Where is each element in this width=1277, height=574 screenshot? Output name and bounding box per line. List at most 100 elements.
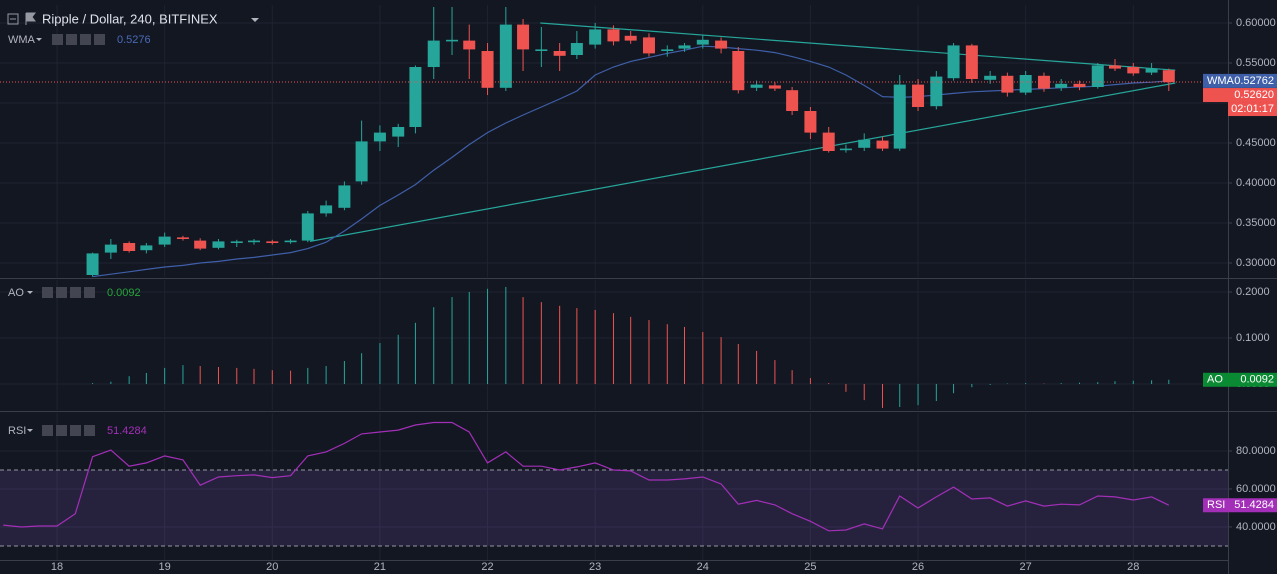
candle-body <box>589 29 602 45</box>
y-tick-label: 0.45000 <box>1236 137 1276 149</box>
x-tick-label: 19 <box>159 561 171 573</box>
candle-body <box>446 39 459 42</box>
candle-body <box>517 24 530 50</box>
price-tag-value: 0.52762 <box>1234 75 1274 87</box>
flag-icon[interactable] <box>25 12 36 25</box>
candle-body <box>715 40 728 49</box>
x-tick-label: 21 <box>374 561 386 573</box>
y-tick-label: 60.0000 <box>1236 483 1276 495</box>
candle-body <box>768 85 781 89</box>
eye-button[interactable] <box>42 287 53 298</box>
candle-body <box>984 75 997 80</box>
candle-body <box>624 35 637 41</box>
settings-button[interactable] <box>56 425 67 436</box>
candle-body <box>607 29 620 42</box>
remove-button[interactable] <box>84 287 95 298</box>
x-tick-label: 23 <box>589 561 601 573</box>
price-tag <box>1203 372 1277 387</box>
candle-body <box>570 43 583 55</box>
price-tag-value: 0.0092 <box>1240 374 1274 386</box>
countdown-tag <box>1228 102 1277 117</box>
candle-body <box>266 241 279 243</box>
price-pane <box>0 7 1228 277</box>
price-tag-name: WMA <box>1207 75 1235 87</box>
countdown: 02:01:17 <box>1231 103 1274 115</box>
y-tick-label: 0.35000 <box>1236 217 1276 229</box>
candle-body <box>1001 75 1014 93</box>
dropdown-caret[interactable] <box>36 38 42 41</box>
trendline <box>309 82 1176 242</box>
x-tick-label: 22 <box>481 561 493 573</box>
rsi-pane <box>0 421 1228 547</box>
eye-button[interactable] <box>42 425 53 436</box>
trendline <box>540 22 1176 71</box>
price-tag-value: 51.4284 <box>1234 499 1274 511</box>
candle-body <box>696 39 709 45</box>
rsi-band <box>0 469 1228 546</box>
price-tag <box>1203 73 1277 88</box>
candle-body <box>535 49 548 51</box>
candle-body <box>194 240 207 249</box>
candle-body <box>499 24 512 88</box>
add-button[interactable] <box>70 287 81 298</box>
chart-title: Ripple / Dollar, 240, BITFINEX <box>42 11 218 26</box>
candle-body <box>104 244 117 253</box>
add-button[interactable] <box>70 425 81 436</box>
candle-body <box>1145 68 1158 73</box>
indicator-value: 51.4284 <box>107 425 147 437</box>
y-tick-label: 40.0000 <box>1236 521 1276 533</box>
candle-body <box>947 45 960 79</box>
rsi-line <box>3 421 1170 532</box>
candle-body <box>642 37 655 54</box>
eye-button[interactable] <box>52 34 63 45</box>
price-tag-name: AO <box>1207 374 1223 386</box>
candle-body <box>661 49 674 51</box>
add-button[interactable] <box>80 34 91 45</box>
candle-body <box>140 245 153 251</box>
x-tick-label: 24 <box>697 561 709 573</box>
remove-button[interactable] <box>94 34 105 45</box>
y-tick-label: 0.2000 <box>1236 286 1270 298</box>
indicator-name: RSI <box>8 425 26 437</box>
indicator-name: AO <box>8 287 24 299</box>
x-tick-label: 25 <box>804 561 816 573</box>
candle-body <box>409 67 422 127</box>
candle-body <box>930 76 943 107</box>
candle-body <box>678 45 691 49</box>
candle-body <box>284 240 297 243</box>
ao-legend: AO 0.0092 <box>8 287 141 299</box>
price-tag <box>1203 498 1277 513</box>
settings-button[interactable] <box>56 287 67 298</box>
candle-body <box>1162 70 1175 83</box>
candle-body <box>338 185 351 208</box>
ao-pane <box>92 286 1170 408</box>
candle-body <box>1091 65 1104 87</box>
dropdown-caret[interactable] <box>27 291 33 294</box>
dropdown-caret[interactable] <box>27 429 33 432</box>
candle-body <box>481 51 494 88</box>
candle-body <box>1127 67 1140 74</box>
settings-button[interactable] <box>66 34 77 45</box>
candle-body <box>858 139 871 148</box>
candle-body <box>373 132 386 142</box>
remove-button[interactable] <box>84 425 95 436</box>
collapse-icon[interactable] <box>7 13 19 25</box>
main-legend: Ripple / Dollar, 240, BITFINEX WMA 0.527… <box>7 11 259 46</box>
rsi-legend: RSI 51.4284 <box>8 425 147 437</box>
candle-body <box>876 140 889 149</box>
price-tag-value: 0.52620 <box>1234 89 1274 101</box>
y-tick-label: 0.1000 <box>1236 332 1270 344</box>
price-tag <box>1203 88 1277 103</box>
wma-line <box>92 45 1169 277</box>
candle-body <box>355 141 368 182</box>
candle-body <box>1108 65 1121 69</box>
candle-body <box>86 253 99 275</box>
candle-body <box>553 51 566 56</box>
dropdown-caret[interactable] <box>251 18 259 22</box>
candle-body <box>822 132 835 151</box>
candle-body <box>1073 83 1086 87</box>
candle-body <box>1055 83 1068 88</box>
candle-body <box>1019 75 1032 93</box>
y-tick-label: 0.55000 <box>1236 57 1276 69</box>
